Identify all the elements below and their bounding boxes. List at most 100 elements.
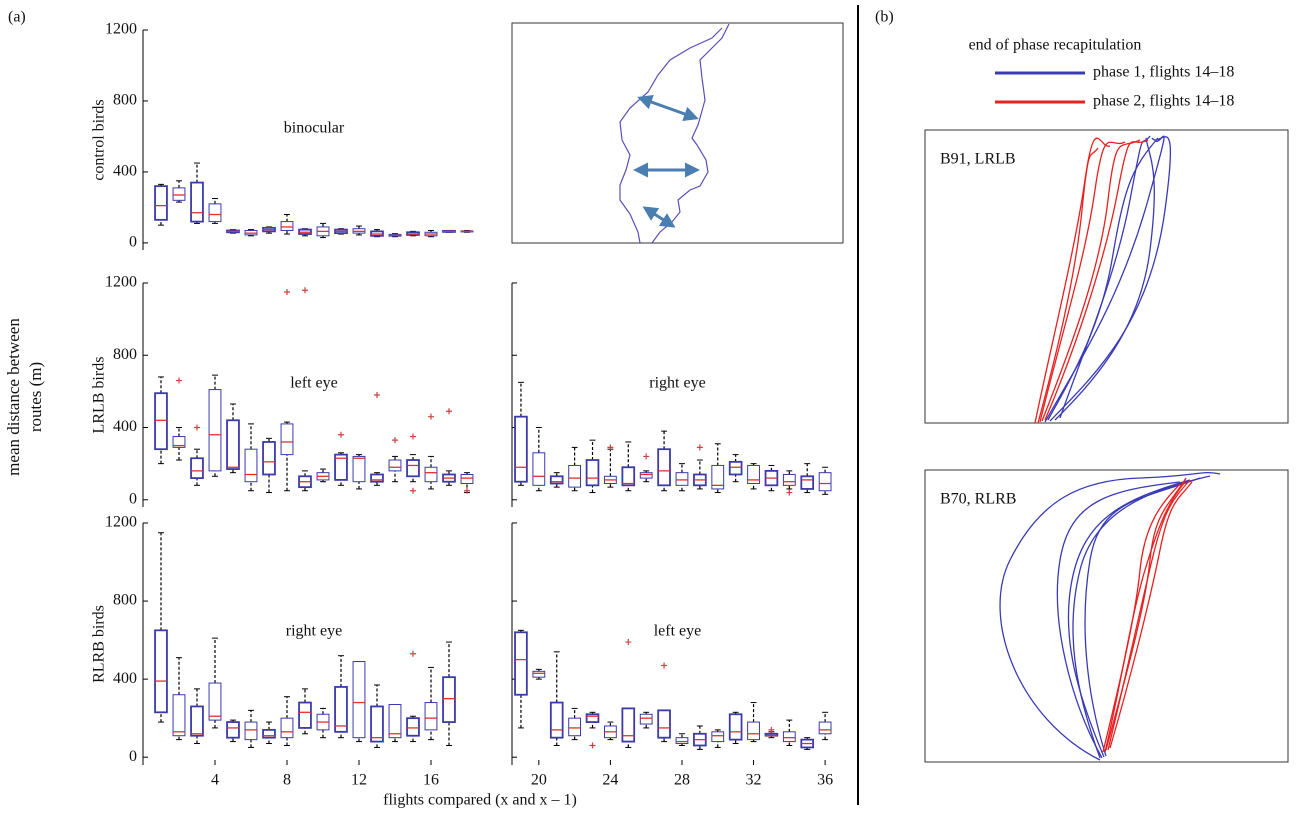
box: [154, 392, 168, 451]
box: [262, 441, 276, 476]
box: [711, 464, 725, 490]
box: [190, 181, 204, 223]
box: [728, 713, 743, 741]
box: [424, 466, 438, 483]
box: [154, 629, 168, 714]
routes: [999, 472, 1221, 761]
outlier: [661, 662, 668, 669]
outlier: [338, 431, 344, 438]
box: [675, 737, 689, 745]
x-tick-label: 20: [531, 772, 547, 789]
box: [549, 475, 564, 485]
box: [585, 459, 600, 487]
panel-subtitle: right eye: [649, 374, 705, 391]
y-tick-label: 800: [113, 592, 137, 609]
route-map: [924, 129, 1289, 424]
box: [208, 682, 222, 721]
outlier: [643, 453, 650, 460]
x-tick-label: 28: [674, 772, 690, 789]
box: [657, 709, 671, 739]
box: [532, 670, 546, 678]
box: [639, 713, 653, 725]
box: [568, 464, 582, 488]
box: [818, 721, 832, 735]
x-tick-label: 24: [602, 772, 618, 789]
outlier: [464, 487, 470, 494]
outlier: [410, 433, 416, 440]
box: [568, 717, 582, 737]
box: [747, 464, 760, 485]
box: [442, 676, 456, 723]
box: [388, 459, 402, 472]
map-label: B70, RLRB: [940, 491, 1016, 508]
panel-y-label: control birds: [91, 99, 108, 180]
box: [782, 731, 796, 743]
x-tick-label: 16: [423, 772, 439, 789]
box: [585, 713, 600, 723]
outlier: [589, 742, 596, 749]
outlier: [392, 437, 398, 444]
box: [424, 702, 438, 731]
box: [280, 221, 294, 231]
y-tick-label: 0: [129, 234, 137, 251]
box: [388, 704, 402, 739]
box: [370, 473, 384, 483]
inset-map: [511, 22, 844, 244]
box: [675, 472, 689, 486]
box: [621, 466, 636, 487]
box: [154, 185, 168, 221]
outlier: [410, 487, 416, 494]
box: [280, 717, 294, 739]
box: [406, 717, 420, 737]
y-tick-label: 0: [129, 748, 137, 765]
outlier: [374, 392, 380, 398]
y-tick-label: 400: [113, 163, 137, 180]
y-tick-label: 1200: [105, 21, 137, 38]
outlier: [176, 377, 182, 384]
box: [621, 707, 636, 743]
box: [226, 419, 240, 470]
box: [262, 728, 276, 739]
box: [280, 423, 294, 456]
y-axis-label: mean distance between routes (m): [4, 318, 45, 476]
y-tick-label: 800: [113, 92, 137, 109]
box: [172, 187, 186, 201]
box: [172, 436, 186, 448]
box: [747, 721, 760, 741]
routes: [1034, 135, 1172, 424]
outlier: [696, 444, 703, 451]
legend-title: end of phase recapitulation: [969, 37, 1142, 54]
outlier: [786, 489, 793, 496]
panel-subtitle: left eye: [290, 374, 338, 391]
outlier: [768, 726, 775, 733]
y-tick-label: 800: [113, 346, 137, 363]
box: [208, 203, 222, 223]
box: [728, 460, 743, 476]
box: [514, 415, 528, 483]
x-tick-label: 4: [211, 772, 219, 789]
outlier: [428, 413, 434, 420]
y-tick-label: 1200: [105, 514, 137, 531]
box: [460, 473, 474, 485]
outlier: [410, 650, 416, 657]
box: [711, 731, 725, 743]
outlier: [302, 287, 308, 294]
x-tick-label: 32: [746, 772, 762, 789]
box: [549, 701, 564, 739]
box: [190, 457, 204, 479]
y-tick-label: 0: [129, 490, 137, 507]
box: [244, 721, 258, 741]
box: [370, 705, 384, 743]
x-axis-label: flights compared (x and x – 1): [383, 792, 577, 809]
legend-label: phase 1, flights 14–18: [1093, 64, 1234, 81]
panel-subtitle: binocular: [284, 120, 345, 137]
outlier: [446, 408, 452, 415]
panel-label: (a): [8, 9, 26, 26]
y-tick-label: 400: [113, 418, 137, 435]
panel-subtitle: left eye: [654, 623, 702, 640]
box: [190, 705, 204, 737]
box: [639, 472, 653, 479]
legend-label: phase 2, flights 14–18: [1093, 93, 1234, 110]
